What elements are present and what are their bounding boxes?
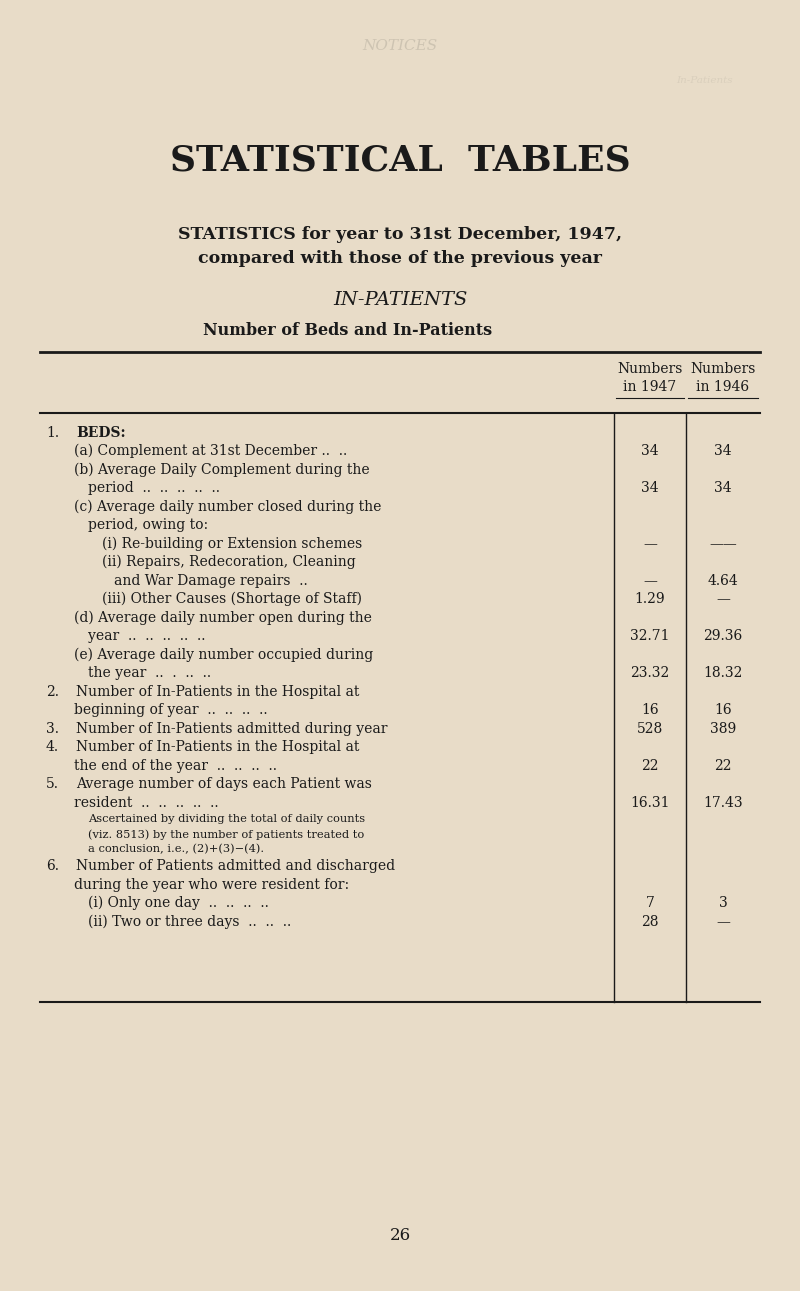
Text: 7: 7 — [646, 896, 654, 910]
Text: Number of In-Patients admitted during year: Number of In-Patients admitted during ye… — [76, 722, 387, 736]
Text: year  ..  ..  ..  ..  ..: year .. .. .. .. .. — [88, 629, 206, 643]
Text: (e) Average daily number occupied during: (e) Average daily number occupied during — [74, 648, 374, 662]
Text: Numbers: Numbers — [618, 363, 682, 376]
Text: resident  ..  ..  ..  ..  ..: resident .. .. .. .. .. — [74, 795, 218, 809]
Text: 34: 34 — [641, 482, 659, 496]
Text: a conclusion, i.e., (2)+(3)−(4).: a conclusion, i.e., (2)+(3)−(4). — [88, 844, 264, 855]
Text: 22: 22 — [642, 759, 658, 773]
Text: Number of In-Patients in the Hospital at: Number of In-Patients in the Hospital at — [76, 684, 359, 698]
Text: 34: 34 — [641, 444, 659, 458]
Text: 389: 389 — [710, 722, 736, 736]
Text: 23.32: 23.32 — [630, 666, 670, 680]
Text: 26: 26 — [390, 1226, 410, 1245]
Text: —: — — [643, 537, 657, 551]
Text: NOTICES: NOTICES — [362, 40, 438, 53]
Text: Number of Patients admitted and discharged: Number of Patients admitted and discharg… — [76, 860, 395, 873]
Text: STATISTICS for year to 31st December, 1947,: STATISTICS for year to 31st December, 19… — [178, 226, 622, 244]
Text: —: — — [643, 573, 657, 587]
Text: 2.: 2. — [46, 684, 59, 698]
Text: period, owing to:: period, owing to: — [88, 518, 208, 532]
Text: and War Damage repairs  ..: and War Damage repairs .. — [114, 573, 308, 587]
Text: STATISTICAL  TABLES: STATISTICAL TABLES — [170, 143, 630, 177]
Text: In-Patients: In-Patients — [676, 76, 732, 84]
Text: 16: 16 — [714, 704, 732, 718]
Text: 4.64: 4.64 — [708, 573, 738, 587]
Text: (i) Only one day  ..  ..  ..  ..: (i) Only one day .. .. .. .. — [88, 896, 269, 910]
Text: beginning of year  ..  ..  ..  ..: beginning of year .. .. .. .. — [74, 704, 268, 718]
Text: (a) Complement at 31st December ..  ..: (a) Complement at 31st December .. .. — [74, 444, 347, 458]
Text: 4.: 4. — [46, 740, 59, 754]
Text: 3.: 3. — [46, 722, 59, 736]
Text: Number of Beds and In-Patients: Number of Beds and In-Patients — [203, 321, 493, 340]
Text: (viz. 8513) by the number of patients treated to: (viz. 8513) by the number of patients tr… — [88, 829, 364, 839]
Text: Average number of days each Patient was: Average number of days each Patient was — [76, 777, 372, 791]
Text: 34: 34 — [714, 482, 732, 496]
Text: 28: 28 — [642, 915, 658, 928]
Text: (i) Re-building or Extension schemes: (i) Re-building or Extension schemes — [102, 537, 362, 551]
Text: during the year who were resident for:: during the year who were resident for: — [74, 878, 349, 892]
Text: (d) Average daily number open during the: (d) Average daily number open during the — [74, 611, 372, 625]
Text: the end of the year  ..  ..  ..  ..: the end of the year .. .. .. .. — [74, 759, 277, 773]
Text: 1.: 1. — [46, 426, 59, 440]
Text: 22: 22 — [714, 759, 732, 773]
Text: 3: 3 — [718, 896, 727, 910]
Text: 29.36: 29.36 — [703, 629, 742, 643]
Text: 1.29: 1.29 — [634, 593, 666, 607]
Text: 18.32: 18.32 — [703, 666, 742, 680]
Text: (c) Average daily number closed during the: (c) Average daily number closed during t… — [74, 500, 382, 514]
Text: in 1946: in 1946 — [697, 381, 750, 394]
Text: BEDS:: BEDS: — [76, 426, 126, 440]
Text: Ascertained by dividing the total of daily counts: Ascertained by dividing the total of dai… — [88, 815, 365, 825]
Text: (ii) Two or three days  ..  ..  ..: (ii) Two or three days .. .. .. — [88, 914, 291, 930]
Text: 6.: 6. — [46, 860, 59, 873]
Text: 34: 34 — [714, 444, 732, 458]
Text: (iii) Other Causes (Shortage of Staff): (iii) Other Causes (Shortage of Staff) — [102, 593, 362, 607]
Text: 16.31: 16.31 — [630, 795, 670, 809]
Text: (b) Average Daily Complement during the: (b) Average Daily Complement during the — [74, 462, 370, 476]
Text: 32.71: 32.71 — [630, 629, 670, 643]
Text: Number of In-Patients in the Hospital at: Number of In-Patients in the Hospital at — [76, 740, 359, 754]
Text: 16: 16 — [641, 704, 659, 718]
Text: 17.43: 17.43 — [703, 795, 743, 809]
Text: ——: —— — [709, 537, 737, 551]
Text: 5.: 5. — [46, 777, 59, 791]
Text: in 1947: in 1947 — [623, 381, 677, 394]
Text: compared with those of the previous year: compared with those of the previous year — [198, 249, 602, 267]
Text: the year  ..  .  ..  ..: the year .. . .. .. — [88, 666, 211, 680]
Text: Numbers: Numbers — [690, 363, 756, 376]
Text: —: — — [716, 593, 730, 607]
Text: 528: 528 — [637, 722, 663, 736]
Text: IN-PATIENTS: IN-PATIENTS — [333, 290, 467, 309]
Text: (ii) Repairs, Redecoration, Cleaning: (ii) Repairs, Redecoration, Cleaning — [102, 555, 356, 569]
Text: —: — — [716, 915, 730, 928]
Text: period  ..  ..  ..  ..  ..: period .. .. .. .. .. — [88, 482, 220, 496]
